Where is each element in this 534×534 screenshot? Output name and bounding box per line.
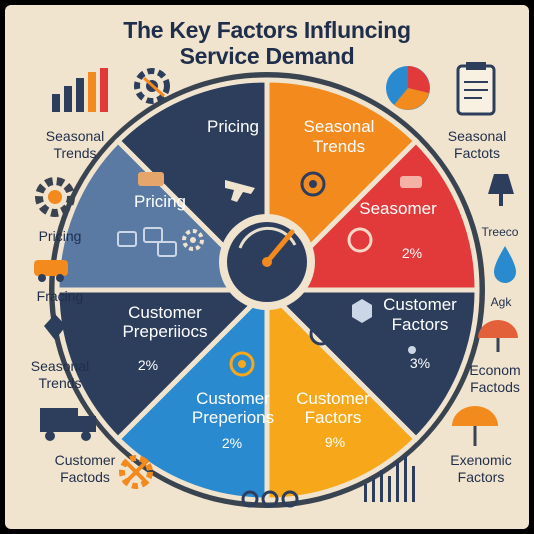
segment-upper-right [260, 137, 480, 293]
segment-lower-left [54, 287, 274, 443]
pie-chart-icon [386, 66, 430, 110]
umbrella-icon [452, 406, 498, 446]
segment-upper-right-pct: 2% [402, 245, 422, 261]
left-label-5: Customer Factods [54, 452, 116, 485]
segment-upper-left-label: Pricing [134, 192, 186, 211]
segment-lower-left-line1: Customer [128, 303, 202, 322]
plane-icon [225, 180, 255, 202]
face-icon [300, 171, 326, 197]
cart-icons [117, 227, 177, 257]
left-label-3: Fracing [36, 288, 84, 304]
tree-icon [408, 346, 416, 354]
cube-icon [352, 299, 372, 323]
indicator-dots-icon [241, 490, 299, 508]
recycle-icon [347, 227, 373, 253]
gauge-hub [262, 257, 272, 267]
segment-lower-right [260, 287, 480, 443]
segment-bottom-right-line2: Factors [305, 408, 362, 427]
segment-lower-right-pct: 3% [410, 355, 430, 371]
right-label-4: Econom Factods [469, 362, 521, 395]
target-icon [229, 351, 255, 377]
right-label-5: Exenomic Factors [450, 452, 512, 485]
gear-icon [35, 177, 75, 217]
leaf-icon [44, 314, 66, 340]
lamp-icon [488, 174, 514, 206]
segment-lower-left-line2: Preperiiocs [122, 322, 207, 341]
segment-bottom-right [264, 283, 420, 503]
title-line-1: The Key Factors Influncing [123, 17, 411, 43]
umbrella-icon [478, 320, 518, 352]
cross-tools-icon [119, 455, 153, 489]
right-label-1: Seasonal Factots [447, 128, 507, 161]
segment-top-right-line2: Trends [313, 137, 365, 156]
left-label-1: Seasonal Trends [45, 128, 105, 161]
gauge-needle [264, 229, 295, 265]
clipboard-icon [456, 62, 496, 116]
right-label-2: Treeco [481, 225, 519, 239]
right-label-3: Agk [490, 295, 512, 309]
segment-lower-right-line1: Customer [383, 295, 457, 314]
title-line-2: Service Demand [179, 43, 355, 69]
line-bars-icon [364, 456, 415, 502]
segment-bottom-left-line1: Customer [196, 389, 270, 408]
gear-icon [182, 229, 204, 251]
segment-bottom-right-line1: Customer [296, 389, 370, 408]
segment-lower-right-line2: Factors [392, 315, 449, 334]
segment-bottom-right-pct: 9% [325, 434, 345, 450]
segment-top-right-line1: Seasonal [304, 117, 375, 136]
gear-icon [134, 68, 170, 104]
left-label-2: Pricing [38, 228, 82, 244]
tags-icon [138, 172, 164, 186]
segment-top-left-label: Pricing [207, 117, 259, 136]
magnifier-icon [309, 322, 340, 353]
truck-icon [40, 408, 96, 441]
car-icon [34, 260, 68, 282]
segment-lower-left-pct: 2% [138, 357, 158, 373]
bar-chart-icon [52, 68, 108, 112]
segment-bottom-left [114, 283, 270, 503]
segment-bottom-left-line2: Preperions [192, 408, 274, 427]
segment-bottom-left-pct: 2% [222, 435, 242, 451]
left-label-4: Seasonal Trends [30, 358, 90, 391]
water-drop-icon [494, 246, 516, 283]
segment-upper-right-label: Seasomer [359, 199, 437, 218]
percent-badge-icon [400, 176, 422, 188]
